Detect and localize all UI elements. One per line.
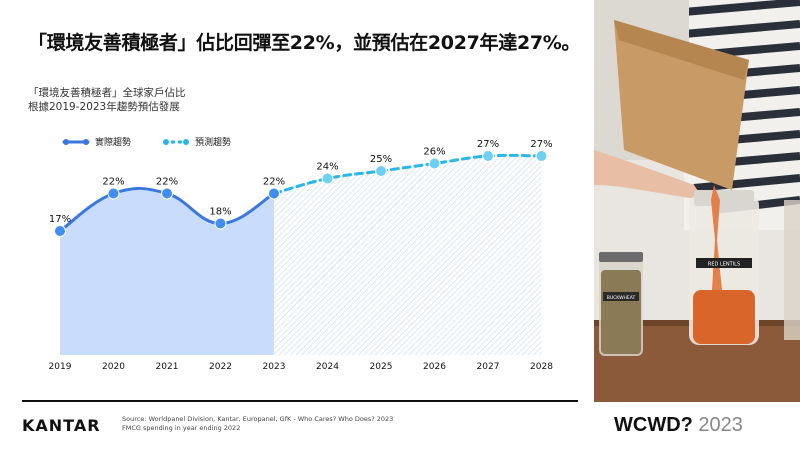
data-label: 27% (477, 139, 499, 150)
source-line-2: FMCG spending in year ending 2022 (122, 424, 241, 432)
line-chart: 17% 22% 22% 18% 22% 24% 25% 26% 27% 27% 2019 2020 2… (49, 139, 554, 372)
x-tick-label: 2022 (209, 362, 232, 372)
x-tick-label: 2024 (316, 362, 339, 372)
legend-forecast-label: 預測趨勢 (195, 138, 232, 148)
data-label: 25% (370, 154, 392, 165)
data-point (482, 150, 494, 162)
data-point (375, 165, 387, 177)
data-label: 18% (209, 207, 231, 218)
legend-actual-swatch-icon (62, 138, 90, 145)
source-note: Source: Worldpanel Division, Kantar, Eur… (122, 415, 393, 433)
data-label: 27% (530, 139, 552, 150)
kantar-logo: KANTAR (22, 416, 101, 435)
x-tick-label: 2026 (423, 362, 446, 372)
data-label: 17% (49, 214, 71, 225)
wcwd-brand: WCWD? 2023 (614, 414, 743, 437)
data-point (535, 150, 548, 162)
series-area-1 (274, 155, 542, 355)
data-point (428, 157, 441, 170)
legend-actual-label: 實際趨勢 (95, 138, 132, 148)
photo-jars-lentils: BUCKWHEAT RED LENTILS (594, 0, 800, 402)
chart-subtitle: 「環境友善積極者」全球家戶佔比 根據2019-2023年趨勢預估發展 (28, 86, 186, 114)
subtitle-line-1: 「環境友善積極者」全球家戶佔比 (28, 87, 186, 99)
headline: 「環境友善積極者」佔比回彈至22%，並預估在2027年達27%。 (28, 32, 581, 54)
subtitle-line-2: 根據2019-2023年趨勢預估發展 (28, 101, 180, 113)
legend-item-actual: 實際趨勢 (62, 135, 131, 148)
legend-forecast-swatch-icon (163, 138, 189, 145)
legend-item-forecast: 預測趨勢 (162, 135, 231, 148)
data-point (214, 217, 227, 230)
data-label: 26% (423, 147, 445, 158)
small-jar-label: BUCKWHEAT (607, 295, 636, 301)
x-tick-label: 2021 (156, 362, 179, 372)
x-tick-label: 2028 (530, 362, 553, 372)
data-point (54, 225, 66, 237)
x-tick-label: 2027 (477, 362, 500, 372)
hand (594, 150, 704, 200)
wcwd-brand-year: 2023 (698, 414, 743, 436)
data-point (321, 172, 334, 185)
source-line-1: Source: Worldpanel Division, Kantar, Eur… (122, 415, 394, 423)
x-tick-label: 2020 (102, 362, 125, 372)
data-point (161, 187, 173, 200)
data-label: 24% (316, 162, 338, 173)
small-jar-buckwheat: BUCKWHEAT (599, 252, 643, 356)
x-tick-label: 2023 (263, 362, 286, 372)
footer-divider (22, 400, 578, 402)
big-jar-label: RED LENTILS (708, 262, 740, 268)
x-tick-label: 2019 (49, 362, 72, 372)
big-jar-lentils: RED LENTILS (689, 185, 759, 345)
data-point (268, 187, 280, 200)
data-point (107, 187, 120, 200)
data-label: 22% (156, 177, 178, 188)
data-label: 22% (102, 177, 124, 188)
wcwd-brand-main: WCWD? (614, 414, 693, 436)
x-tick-label: 2025 (370, 362, 393, 372)
series-area-0 (60, 188, 274, 355)
data-label: 22% (263, 177, 285, 188)
